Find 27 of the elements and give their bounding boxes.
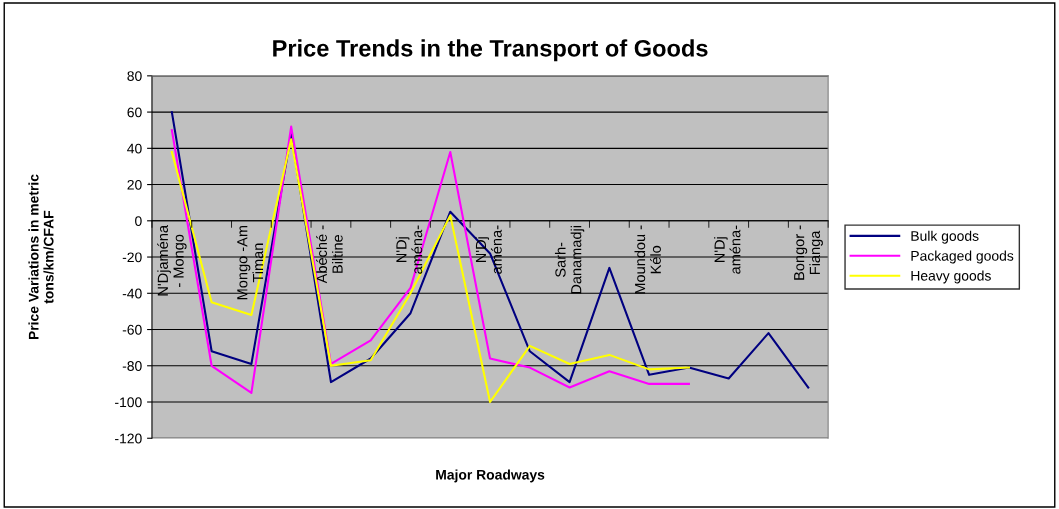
y-tick-label: -100 xyxy=(115,397,142,408)
line-series xyxy=(170,111,810,389)
legend-label: Heavy goods xyxy=(911,270,991,284)
legend-label: Bulk goods xyxy=(911,230,979,244)
y-tick-label: 80 xyxy=(127,71,142,82)
y-tick-label: -120 xyxy=(115,433,142,444)
y-tick-label: -40 xyxy=(122,288,142,299)
x-tick-label: N'Dj aména- xyxy=(395,225,423,274)
y-tick-label: 20 xyxy=(127,179,142,190)
y-tick-label: 0 xyxy=(135,216,142,226)
x-tick-label: N'Djaména - Mongo xyxy=(157,224,187,296)
y-tick-label: 60 xyxy=(127,107,142,118)
y-tick-label: -80 xyxy=(122,361,142,371)
x-tick-label: N'Dj aména- xyxy=(475,225,502,274)
y-axis-title: Price Variations in metric tons/km/CFAF xyxy=(28,174,54,340)
x-tick-label: Sarh- Danamadji xyxy=(554,225,585,294)
x-tick-label: Abéché - Biltine xyxy=(316,225,343,284)
x-tick-label: Mongo -Am Timan xyxy=(237,225,264,300)
legend-label: Packaged goods xyxy=(911,250,1014,264)
x-tick-label: Bongor - Fianga xyxy=(794,225,823,280)
y-tick-label: -20 xyxy=(122,252,142,263)
x-tick-label: Moundou - Kélo xyxy=(634,225,661,294)
y-tick-label: 40 xyxy=(127,143,142,154)
chart-title: Price Trends in the Transport of Goods xyxy=(273,39,708,62)
x-tick-label: N'Dj aména- xyxy=(714,225,741,274)
x-axis-title: Major Roadways xyxy=(436,469,545,483)
y-tick-label: -60 xyxy=(122,324,142,335)
